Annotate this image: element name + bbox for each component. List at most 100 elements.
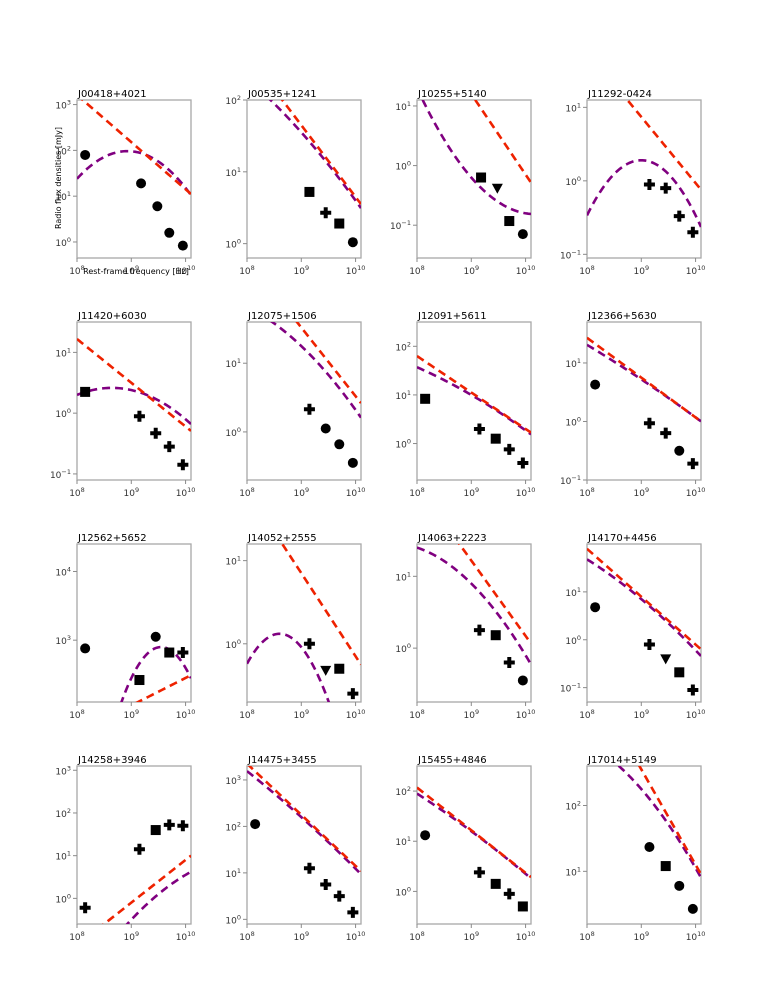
x-tick-label: 109	[123, 264, 139, 277]
y-tick-label: 100	[225, 238, 241, 251]
curved-fit-line	[125, 870, 191, 924]
x-tick-label: 108	[239, 708, 255, 721]
panel-title: J14258+3946	[77, 755, 147, 766]
y-tick-label: 100	[565, 175, 581, 188]
x-tick-label: 109	[293, 708, 309, 721]
y-tick-label: 102	[395, 340, 411, 353]
x-tick-label: 108	[69, 930, 85, 943]
power-law-fit-line	[587, 336, 701, 423]
y-tick-label: 100	[55, 407, 71, 420]
data-point-circle	[674, 445, 685, 456]
panel-title: J12562+5652	[77, 533, 147, 544]
x-tick-label: 108	[579, 930, 595, 943]
data-point-circle	[320, 423, 331, 434]
data-point-plus	[347, 906, 359, 918]
y-tick-label: 102	[395, 785, 411, 798]
x-tick-label: 109	[293, 486, 309, 499]
x-tick-label: 1010	[346, 930, 366, 943]
curved-fit-line	[417, 792, 531, 880]
data-point-circle	[334, 439, 345, 450]
plot-frame	[416, 543, 532, 703]
curved-fit-line	[77, 386, 191, 425]
data-point-circle	[136, 178, 147, 189]
y-tick-label: 100	[55, 892, 71, 905]
spectrum-panel: J11420+6030 108 109 1010 10−1 100 101	[50, 311, 195, 499]
power-law-fit-line	[102, 854, 191, 924]
data-point-triangle	[320, 665, 332, 676]
power-law-fit-line	[295, 322, 361, 404]
panel-title: J14063+2223	[417, 533, 487, 544]
y-tick-label: 103	[55, 99, 71, 112]
power-law-fit-line	[417, 354, 531, 434]
data-point-plus	[150, 427, 162, 439]
data-point-plus	[673, 210, 685, 222]
power-law-fit-line	[77, 338, 191, 432]
x-tick-label: 108	[239, 486, 255, 499]
data-point-plus	[177, 820, 189, 832]
curved-fit-line	[587, 158, 701, 228]
data-point-circle	[177, 240, 188, 251]
plot-frame	[586, 99, 702, 259]
panel-title: J00418+4021	[77, 89, 147, 100]
x-tick-label: 109	[463, 930, 479, 943]
data-point-circle	[347, 237, 358, 248]
data-point-plus	[303, 403, 315, 415]
y-tick-label: 101	[395, 570, 411, 583]
y-tick-label: 101	[225, 166, 241, 179]
y-tick-label: 10−1	[50, 468, 71, 481]
data-point-square	[504, 216, 515, 227]
power-law-fit-line	[625, 100, 701, 191]
y-tick-label: 101	[395, 100, 411, 113]
y-tick-label: 100	[395, 642, 411, 655]
data-point-plus	[687, 684, 699, 696]
data-point-triangle	[660, 654, 672, 665]
y-tick-label: 100	[395, 885, 411, 898]
panel-title: J10255+5140	[417, 89, 487, 100]
y-tick-label: 100	[225, 426, 241, 439]
power-law-fit-line	[473, 100, 531, 184]
panel-title: J11292-0424	[587, 89, 652, 100]
spectrum-panel: J12366+5630 108 109 1010 10−1 100 101	[560, 311, 705, 499]
y-tick-label: 101	[55, 346, 71, 359]
curved-fit-line	[421, 100, 531, 216]
y-tick-label: 101	[395, 835, 411, 848]
y-tick-label: 102	[55, 807, 71, 820]
x-tick-label: 1010	[346, 708, 366, 721]
x-tick-label: 109	[123, 930, 139, 943]
x-tick-label: 1010	[176, 264, 196, 277]
data-point-square	[660, 861, 671, 872]
data-point-plus	[503, 888, 515, 900]
plot-frame	[246, 321, 362, 481]
data-point-square	[476, 172, 487, 183]
data-point-square	[164, 647, 175, 658]
x-tick-label: 1010	[516, 708, 536, 721]
data-point-plus	[333, 890, 345, 902]
curved-fit-line	[247, 632, 331, 702]
x-tick-label: 109	[633, 264, 649, 277]
x-tick-label: 109	[293, 264, 309, 277]
data-point-plus	[687, 226, 699, 238]
y-tick-label: 101	[565, 357, 581, 370]
curved-fit-line	[77, 149, 191, 196]
spectrum-panel: J14170+4456 108 109 1010 10−1 100 101	[560, 533, 705, 721]
x-tick-label: 109	[463, 486, 479, 499]
x-tick-label: 109	[123, 486, 139, 499]
y-tick-label: 100	[395, 438, 411, 451]
y-tick-label: 102	[565, 800, 581, 813]
data-point-plus	[303, 862, 315, 874]
y-tick-label: 103	[55, 634, 71, 647]
x-tick-label: 109	[633, 930, 649, 943]
panel-title: J00535+1241	[247, 89, 317, 100]
x-tick-label: 1010	[346, 264, 366, 277]
plot-frame	[246, 543, 362, 703]
y-tick-label: 100	[565, 634, 581, 647]
data-point-square	[490, 630, 501, 641]
x-tick-label: 108	[239, 930, 255, 943]
data-point-circle	[152, 201, 163, 212]
data-point-plus	[320, 207, 332, 219]
y-tick-label: 10−1	[390, 219, 411, 232]
spectrum-panel: J00535+1241 108 109 1010 100 101 102	[225, 89, 366, 277]
data-point-square	[517, 901, 528, 912]
x-tick-label: 108	[409, 930, 425, 943]
